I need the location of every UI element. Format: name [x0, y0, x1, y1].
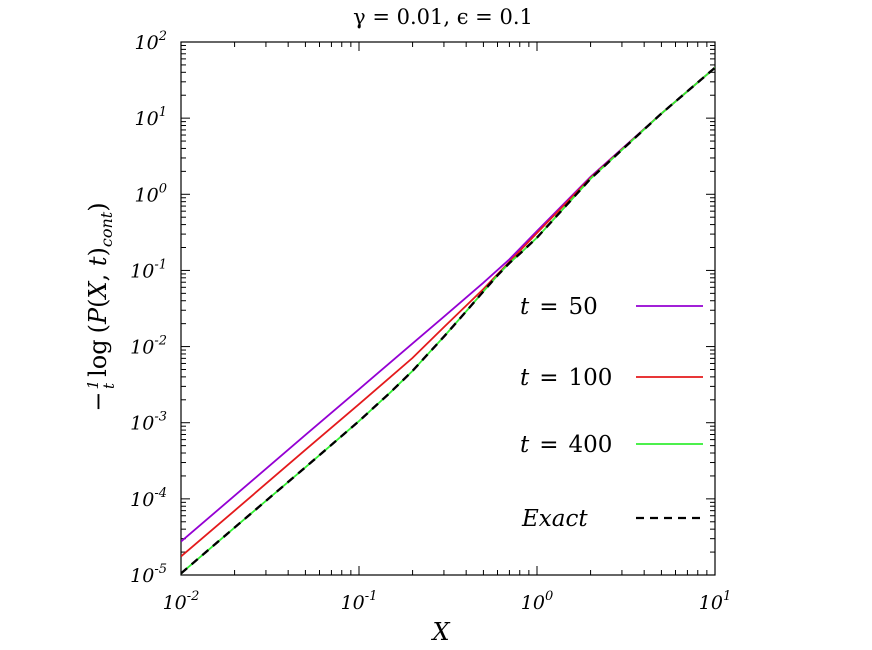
legend-entry: t = 100 [520, 365, 703, 391]
x-tick-label: 10-2 [163, 589, 200, 614]
chart-title: γ = 0.01, ϵ = 0.1 [353, 5, 533, 29]
x-tick-label: 101 [699, 589, 731, 614]
y-tick-label: 10-5 [130, 562, 167, 587]
series-line-3 [181, 66, 715, 575]
legend-label: t = 100 [520, 365, 612, 391]
y-axis-label: −1tlog(P(X, t)cont) [84, 202, 118, 411]
x-tick-label: 10-1 [341, 589, 378, 614]
y-tick-label: 10-2 [130, 334, 167, 359]
x-tick-label: 100 [521, 589, 553, 614]
plot-frame [180, 41, 716, 576]
y-tick-label: 10-1 [130, 257, 167, 282]
legend-label: t = 50 [520, 294, 598, 320]
series-line-exact-overlay [181, 66, 715, 575]
y-tick-label: 10-3 [130, 410, 167, 435]
x-axis-label: X [430, 618, 450, 646]
legend-entry: t = 400 [520, 432, 703, 458]
legend-label: t = 400 [520, 432, 612, 458]
legend-entry: t = 50 [520, 294, 703, 320]
plot-area [180, 41, 716, 576]
legend-label: Exact [521, 506, 588, 532]
y-tick-label: 101 [135, 105, 167, 130]
series-line-4 [181, 66, 715, 575]
y-tick-label: 100 [135, 181, 167, 206]
y-tick-label: 102 [135, 29, 167, 54]
series-layer [181, 66, 715, 575]
legend: t = 50 t = 100 t = 400 Exact [520, 294, 703, 532]
legend-entry: Exact [521, 506, 703, 532]
y-tick-label: 10-4 [130, 486, 167, 511]
axis-ticks: 10-2 10-1 100 101 10-5 10-4 10-3 10-2 10-1 100 101… [130, 29, 731, 614]
svg-text:−1tlog(P(X, t)cont): −1tlog(P(X, t)cont) [84, 202, 118, 411]
